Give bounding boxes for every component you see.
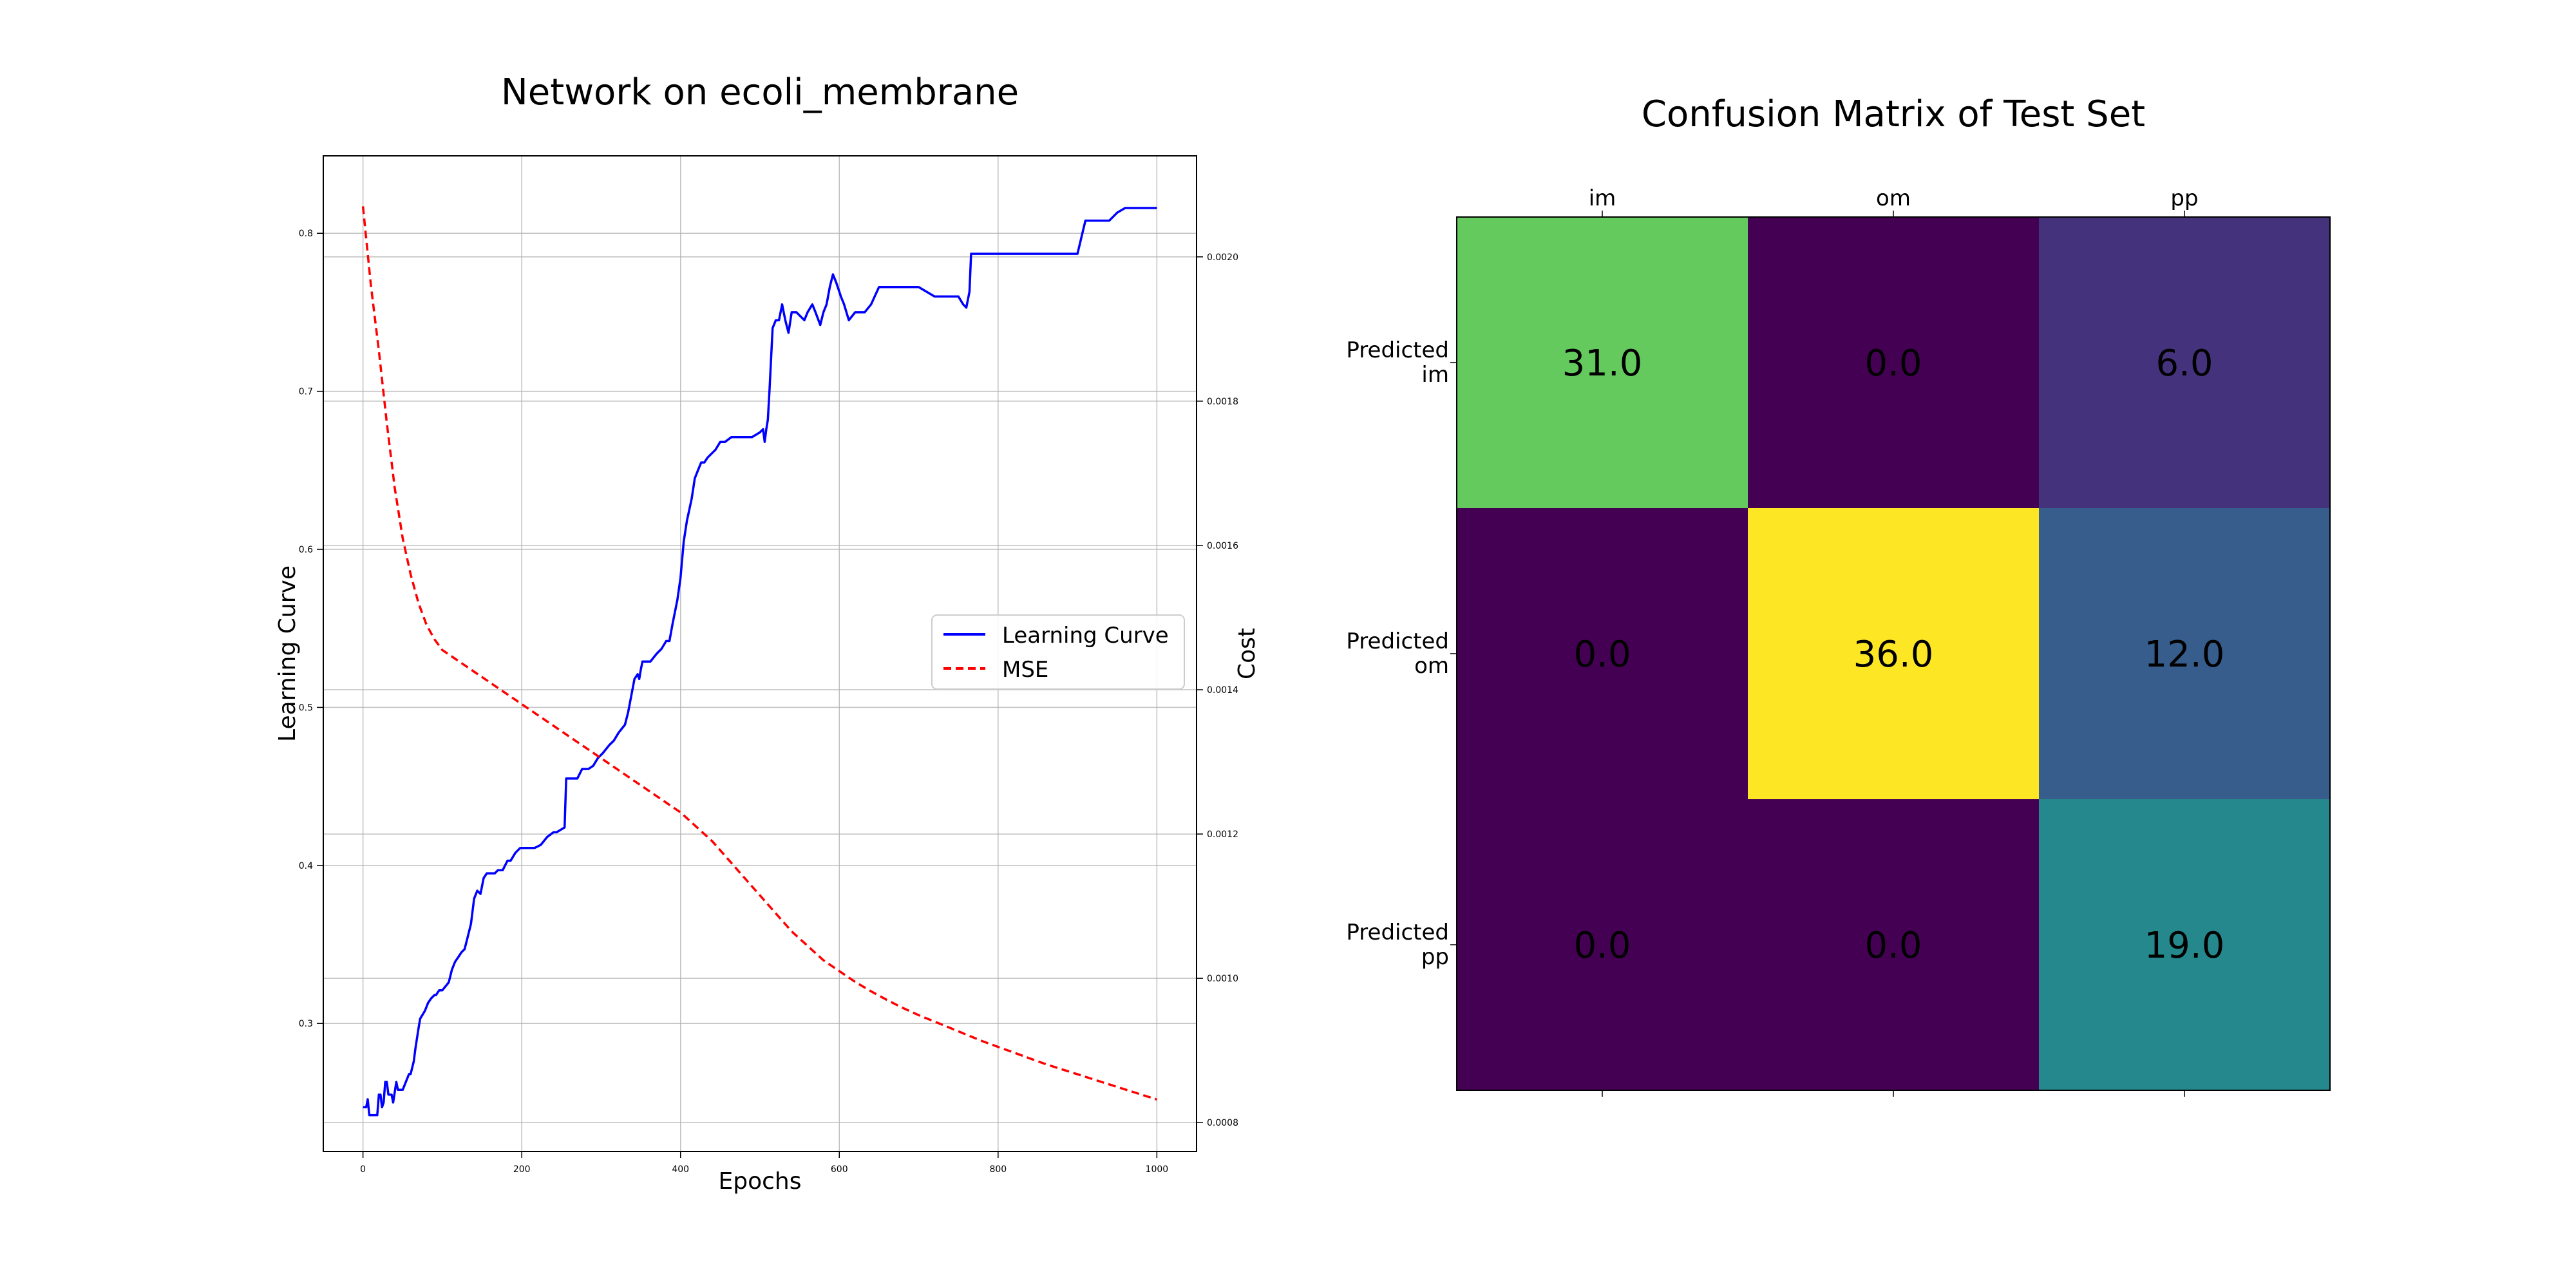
x-tick-label: 0 <box>360 1164 366 1175</box>
confusion-matrix-title: Confusion Matrix of Test Set <box>1642 93 2145 135</box>
matrix-cell <box>2039 217 2330 508</box>
matrix-cell-value: 12.0 <box>2145 634 2225 676</box>
column-label: im <box>1589 185 1616 211</box>
legend: Learning Curve MSE <box>931 614 1185 690</box>
x-tick-label: 200 <box>513 1164 531 1175</box>
y2-tick-label: 0.0018 <box>1207 397 1238 407</box>
x-axis-label: Epochs <box>719 1168 802 1195</box>
y2-tick-label: 0.0016 <box>1207 541 1238 551</box>
y2-tick-label: 0.0014 <box>1207 685 1238 696</box>
matrix-cell-value: 0.0 <box>1573 634 1631 676</box>
row-label: Predicted im <box>1346 337 1449 388</box>
matrix-cell <box>2039 799 2330 1090</box>
matrix-cell-value: 36.0 <box>1853 634 1934 676</box>
matrix-cell <box>1457 799 1748 1090</box>
y-tick-label: 0.3 <box>299 1019 313 1029</box>
right-y-axis-label: Cost <box>1234 628 1260 679</box>
y-tick-label: 0.5 <box>299 703 313 713</box>
row-labels: Predicted im Predicted om Predicted pp <box>1346 337 1457 970</box>
x-axis-ticks: 0 200 400 600 800 1000 <box>360 1151 1168 1175</box>
right-y-axis-ticks: 0.0008 0.0010 0.0012 0.0014 0.0016 0.0018 0.00… <box>1197 252 1238 1128</box>
matrix-cell <box>1457 508 1748 799</box>
learning-curve-title: Network on ecoli_membrane <box>501 71 1019 113</box>
x-tick-label: 400 <box>672 1164 689 1175</box>
x-tick-label: 600 <box>831 1164 848 1175</box>
y2-tick-label: 0.0008 <box>1207 1118 1238 1128</box>
left-y-axis-ticks: 0.3 0.4 0.5 0.6 0.7 0.8 <box>299 229 323 1029</box>
y2-tick-label: 0.0020 <box>1207 252 1238 263</box>
matrix-cell-value: 19.0 <box>2145 925 2225 967</box>
matrix-cell-value: 31.0 <box>1562 343 1643 384</box>
matrix-cell <box>1748 508 2039 799</box>
matrix-cell <box>1457 217 1748 508</box>
learning-curve-chart: Network on ecoli_membrane 0 200 400 600 800 1… <box>274 71 1260 1195</box>
legend-learning-curve-label: Learning Curve <box>1002 623 1169 649</box>
learning-curve-series-line <box>363 207 1157 1117</box>
y2-tick-label: 0.0012 <box>1207 829 1238 840</box>
y2-tick-label: 0.0010 <box>1207 974 1238 984</box>
y-tick-label: 0.6 <box>299 545 313 555</box>
row-label: Predicted om <box>1346 629 1449 679</box>
mse-series-line <box>361 206 1157 1101</box>
legend-box <box>931 614 1185 690</box>
legend-mse-label: MSE <box>1002 657 1048 683</box>
x-tick-label: 1000 <box>1146 1164 1169 1175</box>
matrix-cell-value: 0.0 <box>1864 343 1922 384</box>
column-label: om <box>1876 185 1911 211</box>
row-label: Predicted pp <box>1346 920 1449 970</box>
matrix-cell-value: 6.0 <box>2155 343 2213 384</box>
matrix-cell-value: 0.0 <box>1573 925 1631 967</box>
x-tick-label: 800 <box>989 1164 1007 1175</box>
learning-curve-series <box>361 206 1157 1117</box>
matrix-cell-value: 0.0 <box>1864 925 1922 967</box>
confusion-matrix-chart: Confusion Matrix of Test Set 31.0 0.0 6.0 0… <box>1346 93 2331 1097</box>
column-labels: im om pp <box>1589 185 2199 1097</box>
column-label: pp <box>2170 185 2198 211</box>
matrix-cell <box>1748 217 2039 508</box>
matrix-cell <box>1748 799 2039 1090</box>
matrix-cell <box>2039 508 2330 799</box>
y-tick-label: 0.7 <box>299 387 313 397</box>
y-tick-label: 0.4 <box>299 861 313 871</box>
learning-curve-plot-frame <box>323 155 1197 1152</box>
left-y-axis-label: Learning Curve <box>274 565 301 742</box>
y-tick-label: 0.8 <box>299 229 313 239</box>
confusion-matrix-cells: 31.0 0.0 6.0 0.0 36.0 12.0 0.0 0.0 19.0 <box>1457 217 2330 1090</box>
